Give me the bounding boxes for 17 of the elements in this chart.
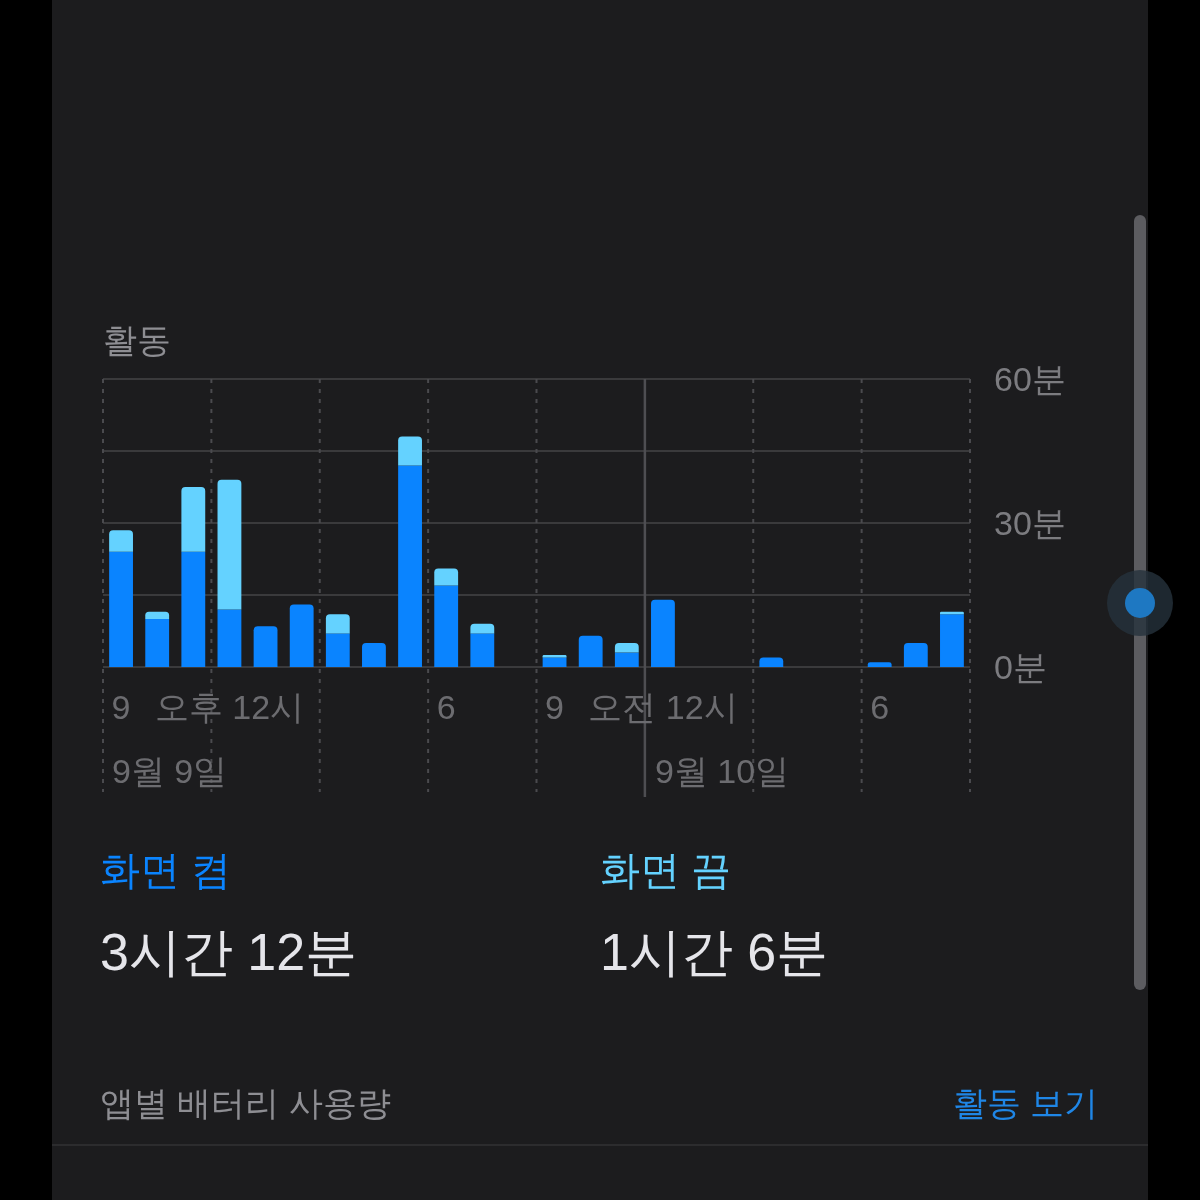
- x-tick-label: 오후 12시: [154, 688, 305, 726]
- text: 1시간 6분: [600, 923, 829, 981]
- x-tick-label: 6: [870, 688, 890, 726]
- x-tick-label: 오전 12시: [588, 688, 738, 726]
- text: 앱별 배터리 사용량: [100, 1084, 391, 1122]
- x-tick-label: 9: [111, 688, 131, 726]
- y-tick-label: 60분: [994, 360, 1066, 398]
- text: 9월 10일: [655, 752, 790, 790]
- text: 활동 보기: [952, 1084, 1098, 1122]
- text: 3시간 12분: [100, 923, 358, 981]
- y-tick-label: 30분: [994, 504, 1066, 542]
- text: 9월 9일: [112, 752, 228, 790]
- x-tick-label: 9: [545, 688, 565, 726]
- chart-title: 활동: [103, 321, 171, 359]
- x-tick-label: 6: [436, 688, 456, 726]
- y-tick-label: 0분: [994, 648, 1047, 686]
- legend: 화면 켬 화면 끔: [100, 848, 732, 892]
